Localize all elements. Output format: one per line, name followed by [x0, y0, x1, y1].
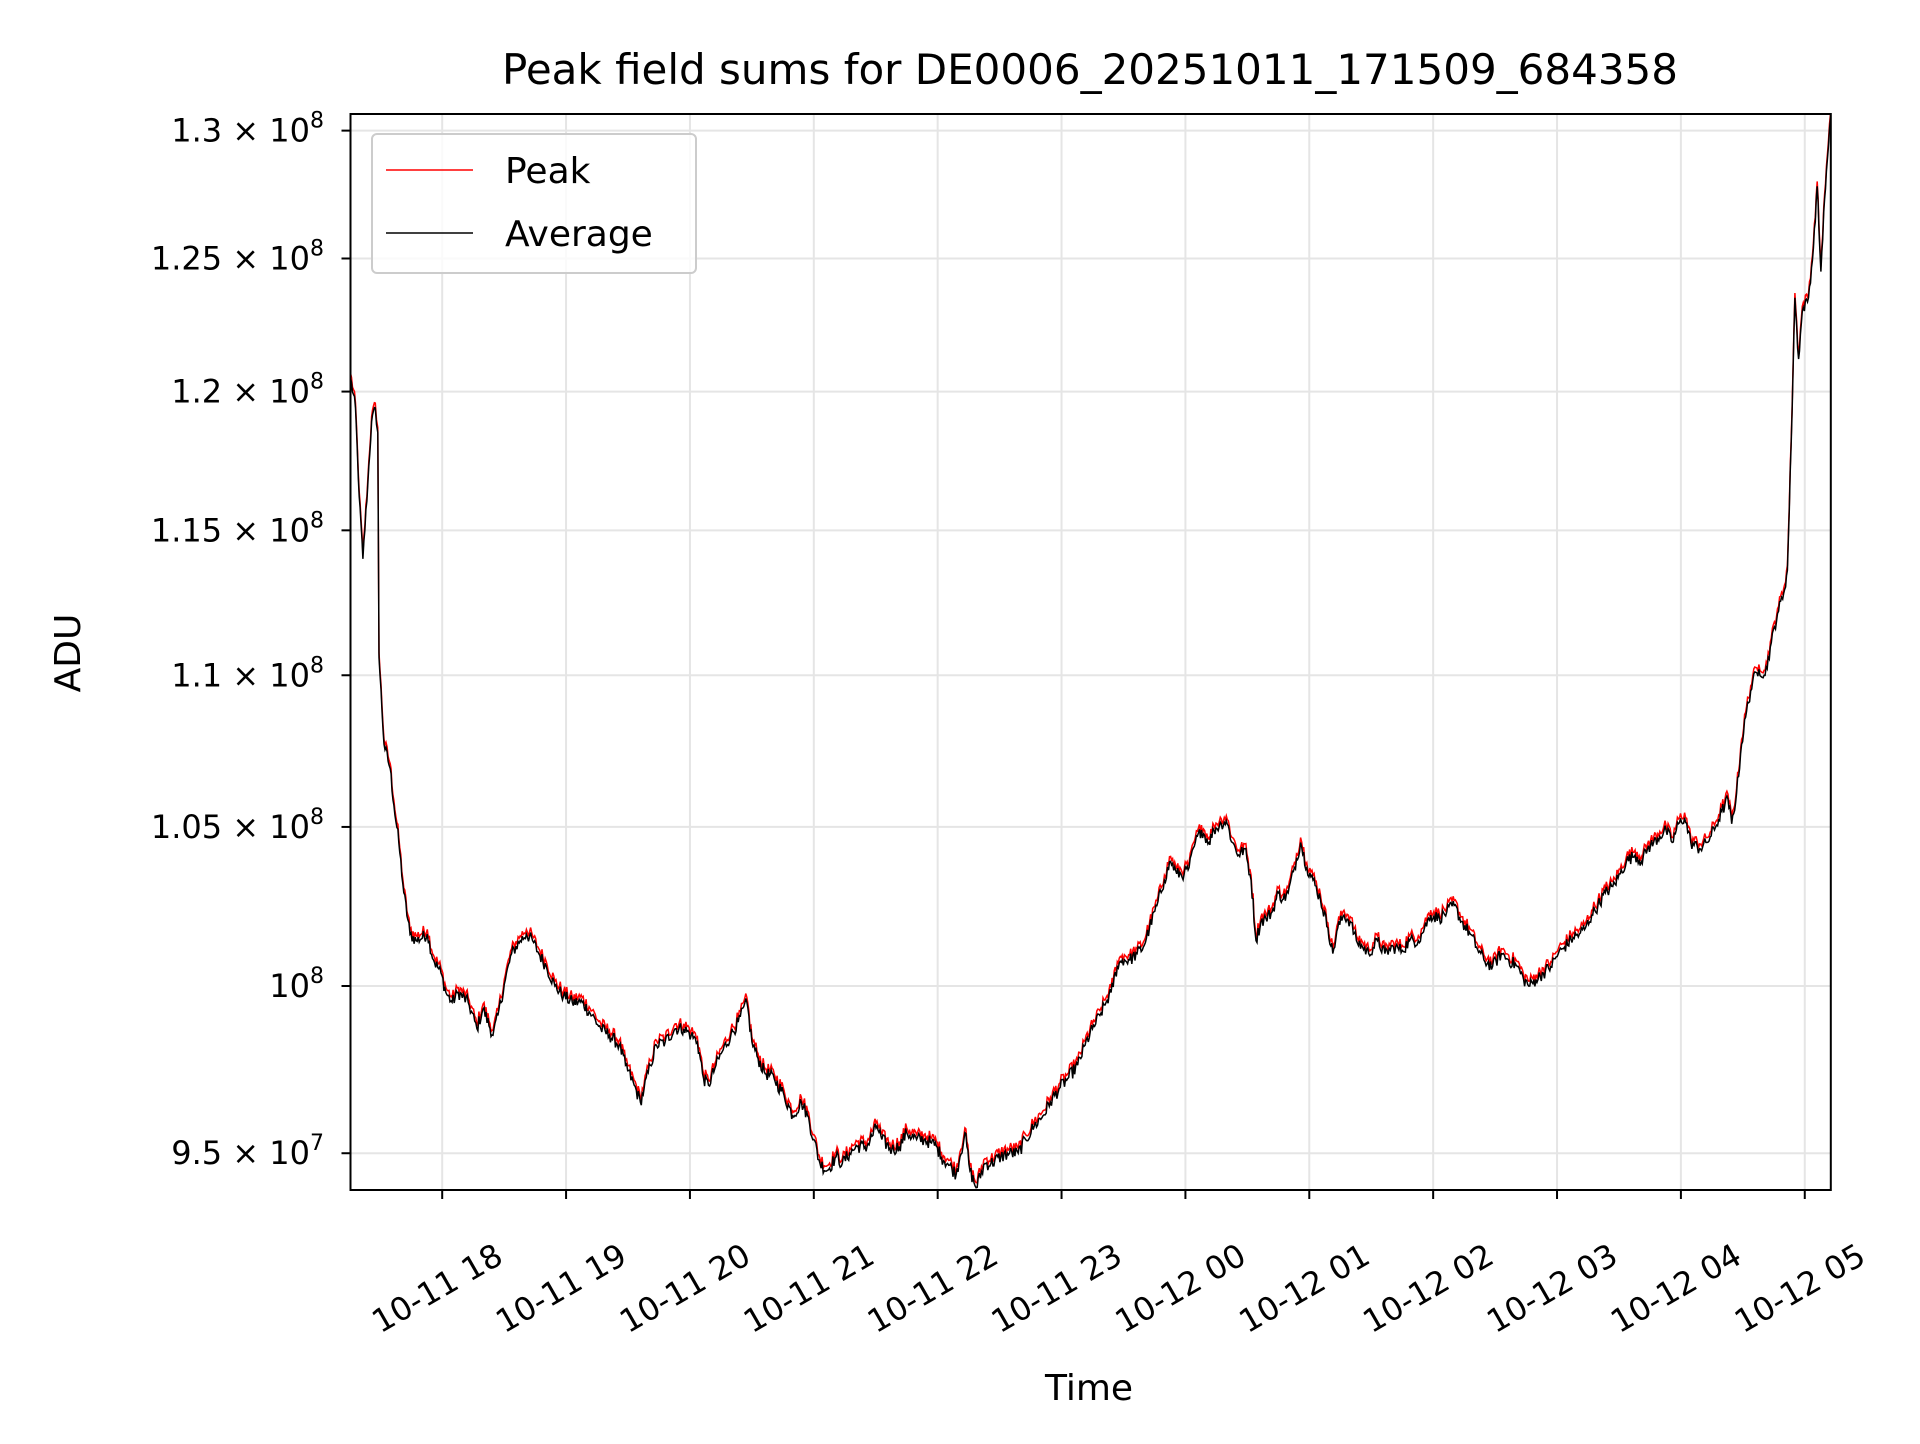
y-axis: 9.5 × 107 108 1.05 × 108 1.1 × 108 1.15 × 10… — [151, 109, 351, 1172]
plot-lines — [350, 114, 1831, 1189]
legend-box — [371, 133, 697, 274]
plot-frame — [349, 113, 1832, 1191]
x-tick-label: 10-12 01 — [1232, 1236, 1376, 1341]
x-tick-label: 10-11 19 — [489, 1236, 633, 1341]
x-tick-label: 10-12 04 — [1604, 1236, 1748, 1341]
legend-peak-label: Peak — [505, 151, 591, 192]
x-tick-label: 10-11 18 — [365, 1236, 509, 1341]
y-tick-label: 9.5 × 107 — [171, 1131, 324, 1172]
x-tick-label: 10-12 02 — [1356, 1236, 1500, 1341]
x-tick-label: 10-12 03 — [1480, 1236, 1624, 1341]
x-tick-label: 10-12 00 — [1109, 1236, 1253, 1341]
grid — [350, 114, 1831, 1190]
average-series-line — [350, 115, 1831, 1189]
y-tick-label: 1.3 × 108 — [171, 109, 324, 150]
x-axis-label: Time — [1044, 1368, 1133, 1409]
x-tick-label: 10-11 23 — [985, 1236, 1129, 1341]
legend-average-label: Average — [505, 214, 653, 255]
peak-series-line — [350, 114, 1831, 1184]
y-tick-label: 1.15 × 108 — [151, 508, 324, 549]
x-tick-label: 10-11 20 — [613, 1236, 757, 1341]
x-tick-label: 10-12 05 — [1728, 1236, 1872, 1341]
x-tick-label: 10-11 22 — [861, 1236, 1005, 1341]
y-tick-label: 1.1 × 108 — [171, 653, 324, 694]
y-tick-label: 1.2 × 108 — [171, 370, 324, 411]
chart-title: Peak field sums for DE0006_20251011_1715… — [502, 45, 1678, 94]
y-tick-label: 1.25 × 108 — [151, 236, 324, 277]
legend: Peak Average — [371, 133, 697, 274]
y-axis-label: ADU — [48, 614, 89, 693]
y-tick-label: 1.05 × 108 — [151, 805, 324, 846]
y-tick-label: 108 — [269, 964, 324, 1005]
x-tick-label: 10-11 21 — [737, 1236, 881, 1341]
